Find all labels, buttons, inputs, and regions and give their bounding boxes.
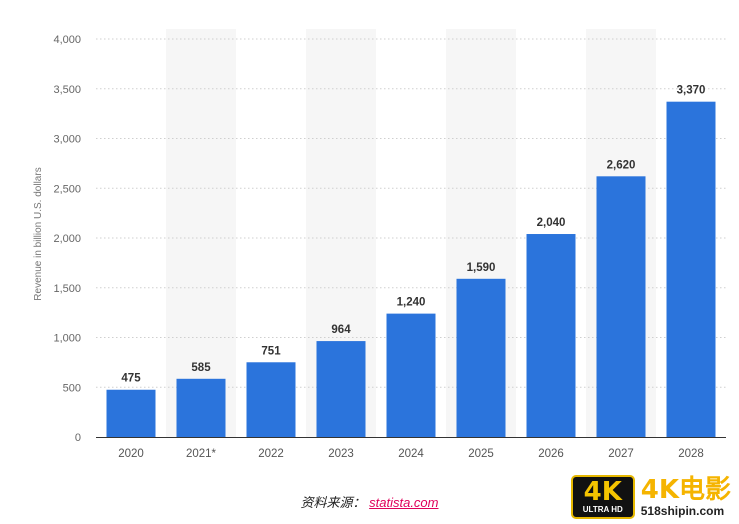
bar — [246, 362, 296, 437]
data-label: 1,590 — [467, 262, 496, 274]
watermark-badge-big: 4K — [583, 477, 622, 507]
x-tick-label: 2022 — [258, 448, 284, 460]
watermark: 4K ULTRA HD 4K电影 518shipin.com — [570, 474, 731, 520]
watermark-badge: 4K ULTRA HD — [570, 475, 635, 519]
bar — [596, 176, 646, 437]
y-tick-label: 0 — [75, 432, 81, 444]
source-link[interactable]: statista.com — [369, 495, 439, 510]
y-tick-label: 4,000 — [53, 34, 81, 46]
bar — [316, 341, 366, 437]
y-tick-label: 1,000 — [53, 333, 81, 345]
column-band — [166, 29, 236, 437]
y-tick-labels: 0 500 1,000 1,500 2,000 2,500 3,000 3,500 4,000 — [53, 34, 81, 444]
y-tick-label: 2,500 — [53, 183, 81, 195]
bar — [526, 234, 576, 437]
bar — [176, 378, 226, 437]
data-label: 585 — [191, 362, 211, 374]
data-label: 3,370 — [677, 85, 706, 97]
data-label: 2,040 — [537, 217, 566, 229]
watermark-title: 4K电影 — [640, 475, 731, 505]
y-tick-label: 2,000 — [53, 233, 81, 245]
data-label: 475 — [121, 373, 141, 385]
data-label: 1,240 — [397, 297, 426, 309]
data-label: 751 — [261, 345, 281, 357]
data-labels: 475 585 751 964 1,240 1,590 2,040 2,620 3,370 — [121, 85, 705, 385]
x-tick-labels: 2020 2021* 2022 2023 2024 2025 2026 2027 2028 — [118, 448, 704, 460]
x-tick-label: 2025 — [468, 448, 494, 460]
x-tick-label: 2028 — [678, 448, 704, 460]
data-label: 964 — [331, 324, 351, 336]
source-label: 资料来源： — [300, 495, 366, 510]
x-tick-label: 2026 — [538, 448, 564, 460]
bar — [666, 101, 716, 437]
y-tick-label: 500 — [63, 382, 81, 394]
y-axis-label: Revenue in billion U.S. dollars — [33, 167, 44, 300]
x-tick-label: 2020 — [118, 448, 144, 460]
bar — [106, 389, 156, 437]
y-tick-label: 3,500 — [53, 84, 81, 96]
bars — [106, 101, 716, 437]
bar — [386, 313, 436, 437]
x-tick-label: 2027 — [608, 448, 634, 460]
y-tick-label: 3,000 — [53, 134, 81, 146]
data-label: 2,620 — [607, 159, 636, 171]
y-tick-label: 1,500 — [53, 283, 81, 295]
source-line: 资料来源： statista.com — [0, 492, 739, 511]
x-tick-label: 2021* — [186, 448, 217, 460]
x-tick-label: 2024 — [398, 448, 424, 460]
watermark-badge-small: ULTRA HD — [582, 505, 623, 514]
bar-chart: 05001,0001,5002,0002,5003,0003,5004,000 … — [33, 29, 726, 460]
watermark-url: 518shipin.com — [640, 504, 725, 518]
x-tick-label: 2023 — [328, 448, 354, 460]
bar — [456, 278, 506, 437]
